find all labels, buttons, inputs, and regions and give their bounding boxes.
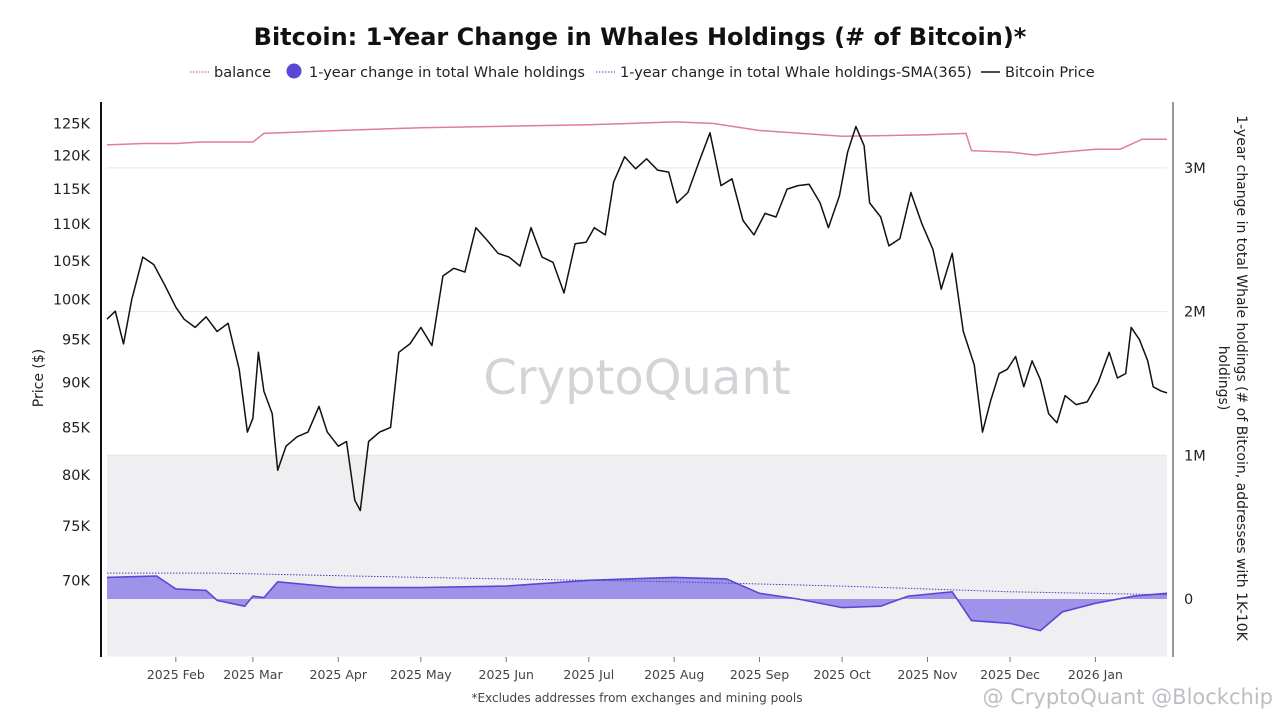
grid-layer	[107, 167, 1167, 456]
y-left-axis-label: Price ($)	[31, 349, 47, 407]
whale-change-layer	[106, 575, 1168, 632]
y-left-tick-label: 70K	[62, 574, 90, 590]
whale-change-line	[106, 575, 1168, 632]
whale-sma-line	[107, 572, 1168, 596]
legend-label-whale-sma: 1-year change in total Whale holdings-SM…	[620, 65, 972, 81]
x-tick-label: 2026 Jan	[1068, 667, 1123, 682]
whale-sma-layer	[107, 572, 1168, 596]
y-left-tick-label: 75K	[62, 519, 90, 535]
bitcoin-price-layer	[106, 125, 1168, 512]
y-left-tick-label: 90K	[62, 375, 90, 391]
x-tick-label: 2025 May	[390, 667, 452, 682]
bitcoin-price-line	[106, 125, 1168, 512]
chart-title: Bitcoin: 1-Year Change in Whales Holding…	[254, 23, 1027, 51]
balance-line	[106, 121, 1167, 156]
x-tick-label: 2025 Apr	[310, 667, 368, 682]
y-left-tick-label: 85K	[62, 420, 90, 436]
y-right-tick-label: 0	[1184, 592, 1193, 608]
y-left-tick-label: 125K	[53, 116, 91, 132]
y-right-tick-label: 3M	[1184, 161, 1206, 177]
y-right-tick-label: 1M	[1184, 448, 1206, 464]
y-left-tick-label: 100K	[53, 292, 91, 308]
x-axis-ticks: 2025 Feb 2025 Mar 2025 Apr 2025 May 2025 Jun…	[147, 657, 1123, 682]
y-right-axis-label-line1: 1-year change in total Whale holdings (#…	[1233, 115, 1249, 641]
x-tick-label: 2025 Mar	[223, 667, 283, 682]
x-tick-label: 2025 Jul	[563, 667, 614, 682]
shaded-band-layer	[107, 455, 1167, 657]
x-tick-label: 2025 Nov	[897, 667, 958, 682]
balance-layer	[106, 121, 1167, 156]
y-right-tick-label: 2M	[1184, 305, 1206, 321]
legend-label-bitcoin-price: Bitcoin Price	[1005, 65, 1095, 81]
legend-label-whale-change: 1-year change in total Whale holdings	[309, 65, 585, 81]
x-tick-label: 2025 Oct	[813, 667, 870, 682]
x-tick-label: 2025 Jun	[479, 667, 534, 682]
y-left-tick-label: 105K	[53, 254, 91, 270]
y-right-axis-label-line2: holdings)	[1215, 346, 1231, 411]
legend: balance 1-year change in total Whale hol…	[190, 63, 1095, 81]
x-tick-label: 2025 Feb	[147, 667, 205, 682]
y-left-tick-label: 110K	[53, 217, 91, 233]
x-tick-label: 2025 Dec	[980, 667, 1040, 682]
shaded-band	[107, 455, 1167, 657]
y-left-tick-label: 115K	[53, 182, 91, 198]
footnote: *Excludes addresses from exchanges and m…	[472, 691, 803, 705]
watermark: CryptoQuant	[483, 350, 790, 406]
x-tick-label: 2025 Sep	[730, 667, 789, 682]
left-axis-ticks: 70K 75K 80K 85K 90K 95K 100K 105K 110K 115K 120K 12…	[53, 116, 91, 589]
legend-swatch-whale-change	[286, 63, 302, 79]
right-axis-ticks: 0 1M 2M 3M	[1184, 161, 1206, 608]
x-tick-label: 2025 Aug	[644, 667, 704, 682]
legend-label-balance: balance	[214, 65, 271, 81]
y-left-tick-label: 80K	[62, 468, 90, 484]
y-left-tick-label: 120K	[53, 149, 91, 165]
credit-watermark: @ CryptoQuant @Blockchip	[982, 685, 1273, 709]
whale-change-area	[107, 576, 1167, 631]
y-left-tick-label: 95K	[62, 333, 90, 349]
